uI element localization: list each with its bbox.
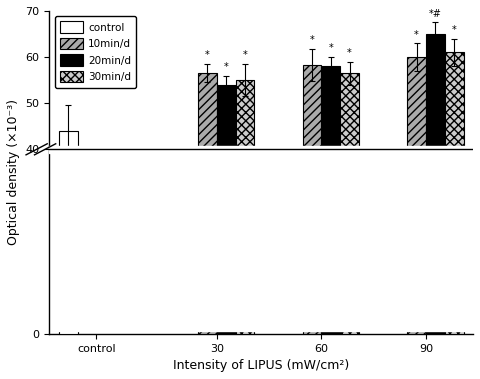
Text: *: *: [452, 25, 456, 35]
Bar: [198, 73, 217, 334]
Bar: [177, 150, 466, 332]
Text: *: *: [414, 30, 419, 39]
Bar: [57, 150, 80, 332]
Text: *: *: [328, 43, 333, 53]
Bar: [302, 65, 321, 334]
Bar: [445, 52, 464, 334]
Bar: [217, 85, 236, 334]
Y-axis label: Optical density (×10⁻³): Optical density (×10⁻³): [7, 99, 20, 245]
Text: *#: *#: [429, 9, 442, 19]
Text: *: *: [310, 35, 314, 45]
Bar: [49, 146, 473, 152]
Bar: [340, 73, 359, 334]
Text: *: *: [242, 50, 247, 60]
Legend: control, 10min/d, 20min/d, 30min/d: control, 10min/d, 20min/d, 30min/d: [55, 16, 136, 88]
Text: *: *: [347, 48, 352, 58]
Bar: [426, 34, 445, 334]
Text: *: *: [205, 50, 210, 60]
X-axis label: Intensity of LIPUS (mW/cm²): Intensity of LIPUS (mW/cm²): [173, 359, 349, 372]
Bar: [321, 66, 340, 334]
Bar: [236, 80, 254, 334]
Bar: [407, 57, 426, 334]
Bar: [59, 131, 78, 334]
Text: *: *: [224, 62, 228, 72]
